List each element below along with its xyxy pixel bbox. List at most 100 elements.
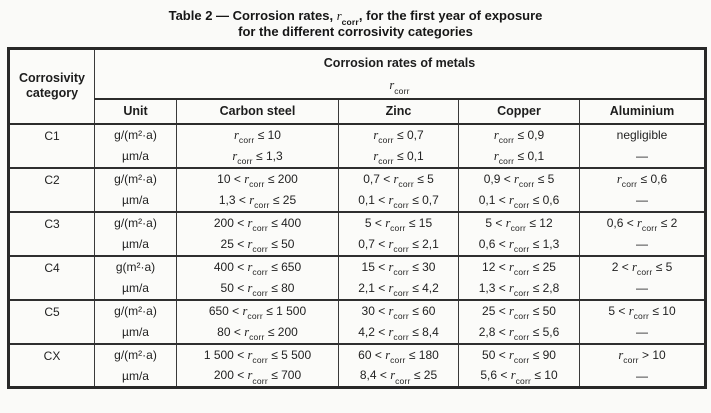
rcorr-symbol-inline: rcorr xyxy=(632,259,653,277)
unit-cell: g/(m²·a) xyxy=(94,122,177,146)
rcorr-symbol-inline: rcorr xyxy=(493,148,515,166)
carbon-steel-value: 650 < rcorr ≤ 1 500 xyxy=(176,298,339,322)
rcorr-symbol-inline: rcorr xyxy=(242,303,263,321)
rcorr-symbol-inline: rcorr xyxy=(388,192,409,210)
aluminium-value: — xyxy=(578,145,707,168)
table-row-c5-thickness: µm/a 80 < rcorr ≤ 200 4,2 < rcorr ≤ 8,4 … xyxy=(9,321,707,344)
table-row-c1-mass: C1 g/(m²·a) rcorr ≤ 10 rcorr ≤ 0,7 rcorr… xyxy=(8,122,707,168)
zinc-value: 8,4 < rcorr ≤ 25 xyxy=(338,365,459,388)
rcorr-symbol-inline: rcorr xyxy=(373,127,394,145)
unit-cell: g/(m²·a) xyxy=(94,342,177,366)
rcorr-symbol-inline: rcorr xyxy=(628,303,650,321)
carbon-steel-value: 400 < rcorr ≤ 650 xyxy=(176,254,339,278)
carbon-steel-value: 200 < rcorr ≤ 400 xyxy=(176,210,339,234)
rcorr-symbol-inline: rcorr xyxy=(244,324,265,342)
rcorr-symbol-inline: rcorr xyxy=(247,259,268,277)
carbon-steel-value: 50 < rcorr ≤ 80 xyxy=(176,277,339,300)
aluminium-value: — xyxy=(578,233,707,256)
corrosivity-category-header: Corrosivity category xyxy=(8,48,95,125)
unit-cell: g/(m²·a) xyxy=(94,210,177,234)
rcorr-symbol-inline: rcorr xyxy=(616,171,638,189)
column-header-zinc: Zinc xyxy=(338,98,459,125)
aluminium-value: 2 < rcorr ≤ 5 xyxy=(578,254,707,278)
rcorr-symbol-inline: rcorr xyxy=(509,192,530,210)
rcorr-symbol-inline: rcorr xyxy=(388,324,409,342)
rcorr-symbol-inline: rcorr xyxy=(247,215,268,233)
copper-value: 50 < rcorr ≤ 90 xyxy=(458,342,580,366)
table-row-c2-thickness: µm/a 1,3 < rcorr ≤ 25 0,1 < rcorr ≤ 0,7 … xyxy=(9,189,707,212)
copper-value: 25 < rcorr ≤ 50 xyxy=(458,298,580,322)
carbon-steel-value: rcorr ≤ 1,3 xyxy=(176,145,339,168)
rcorr-symbol: rcorr xyxy=(97,78,702,95)
zinc-value: 2,1 < rcorr ≤ 4,2 xyxy=(338,277,459,300)
rcorr-symbol-inline: rcorr xyxy=(510,368,532,386)
unit-cell: g/(m²·a) xyxy=(94,298,177,322)
carbon-steel-value: 200 < rcorr ≤ 700 xyxy=(176,365,339,388)
unit-cell: g/(m²·a) xyxy=(94,166,177,190)
zinc-value: 4,2 < rcorr ≤ 8,4 xyxy=(338,321,459,344)
category-cell-c4: C4 xyxy=(8,254,95,300)
category-cell-c1: C1 xyxy=(8,122,95,168)
rcorr-symbol-inline: rcorr xyxy=(247,236,268,254)
table-row-c2-mass: C2 g/(m²·a) 10 < rcorr ≤ 200 0,7 < rcorr… xyxy=(8,166,707,212)
copper-value: 12 < rcorr ≤ 25 xyxy=(458,254,580,278)
table-row-cx-thickness: µm/a 200 < rcorr ≤ 700 8,4 < rcorr ≤ 25 … xyxy=(9,365,707,388)
rcorr-symbol-inline: rcorr xyxy=(505,215,527,233)
carbon-steel-value: 25 < rcorr ≤ 50 xyxy=(176,233,339,256)
zinc-value: 0,7 < rcorr ≤ 5 xyxy=(338,166,459,190)
zinc-value: 0,7 < rcorr ≤ 2,1 xyxy=(338,233,459,256)
table-title-line1: Table 2 — Corrosion rates, rcorr, for th… xyxy=(168,8,543,27)
carbon-steel-value: 80 < rcorr ≤ 200 xyxy=(176,321,339,344)
carbon-steel-value: 10 < rcorr ≤ 200 xyxy=(176,166,339,190)
rcorr-symbol-inline: rcorr xyxy=(493,127,515,145)
aluminium-value: — xyxy=(578,365,707,388)
rcorr-symbol-inline: rcorr xyxy=(388,280,409,298)
table-row-c5-mass: C5 g/(m²·a) 650 < rcorr ≤ 1 500 30 < rco… xyxy=(8,298,707,344)
rcorr-symbol-inline: rcorr xyxy=(509,236,530,254)
rcorr-symbol-inline: rcorr xyxy=(390,368,411,386)
zinc-value: rcorr ≤ 0,1 xyxy=(338,145,459,168)
unit-cell: µm/a xyxy=(94,321,177,344)
copper-value: 0,1 < rcorr ≤ 0,6 xyxy=(458,189,580,212)
rcorr-symbol-inline: rcorr xyxy=(336,9,359,27)
unit-cell: µm/a xyxy=(94,145,177,168)
rcorr-symbol-inline: rcorr xyxy=(385,347,406,365)
unit-cell: g(m²·a) xyxy=(94,254,177,278)
metals-group-header: Corrosion rates of metals rcorr xyxy=(93,48,707,100)
aluminium-value: 5 < rcorr ≤ 10 xyxy=(578,298,707,322)
unit-cell: µm/a xyxy=(94,189,177,212)
rcorr-symbol-inline: rcorr xyxy=(373,148,394,166)
copper-value: rcorr ≤ 0,9 xyxy=(458,122,580,146)
zinc-value: 0,1 < rcorr ≤ 0,7 xyxy=(338,189,459,212)
category-cell-c2: C2 xyxy=(8,166,95,212)
table-row-c3-mass: C3 g/(m²·a) 200 < rcorr ≤ 400 5 < rcorr … xyxy=(8,210,707,256)
unit-cell: µm/a xyxy=(94,233,177,256)
table-row-c3-thickness: µm/a 25 < rcorr ≤ 50 0,7 < rcorr ≤ 2,1 0… xyxy=(9,233,707,256)
rcorr-symbol-inline: rcorr xyxy=(514,171,535,189)
aluminium-value: 0,6 < rcorr ≤ 2 xyxy=(578,210,707,234)
rcorr-symbol-inline: rcorr xyxy=(509,280,530,298)
aluminium-value: — xyxy=(578,189,707,212)
carbon-steel-value: 1,3 < rcorr ≤ 25 xyxy=(176,189,339,212)
column-header-copper: Copper xyxy=(458,98,580,125)
rcorr-symbol-inline: rcorr xyxy=(509,303,530,321)
rcorr-symbol-inline: rcorr xyxy=(244,171,265,189)
header-columns-row: Unit Carbon steel Zinc Copper Aluminium xyxy=(9,98,707,125)
rcorr-symbol-inline: rcorr xyxy=(509,259,530,277)
zinc-value: 15 < rcorr ≤ 30 xyxy=(338,254,459,278)
copper-value: 2,8 < rcorr ≤ 5,6 xyxy=(458,321,580,344)
category-cell-c3: C3 xyxy=(8,210,95,256)
carbon-steel-value: rcorr ≤ 10 xyxy=(176,122,339,146)
rcorr-symbol-inline: rcorr xyxy=(637,215,658,233)
zinc-value: 60 < rcorr ≤ 180 xyxy=(338,342,459,366)
rcorr-symbol-inline: rcorr xyxy=(388,236,409,254)
zinc-value: 5 < rcorr ≤ 15 xyxy=(338,210,459,234)
table-title-line2: for the different corrosivity categories xyxy=(238,24,473,39)
table-row-c4-thickness: µm/a 50 < rcorr ≤ 80 2,1 < rcorr ≤ 4,2 1… xyxy=(9,277,707,300)
aluminium-value: negligible xyxy=(578,122,707,146)
category-cell-c5: C5 xyxy=(8,298,95,344)
zinc-value: rcorr ≤ 0,7 xyxy=(338,122,459,146)
rcorr-symbol-inline: rcorr xyxy=(247,347,268,365)
carbon-steel-value: 1 500 < rcorr ≤ 5 500 xyxy=(176,342,339,366)
